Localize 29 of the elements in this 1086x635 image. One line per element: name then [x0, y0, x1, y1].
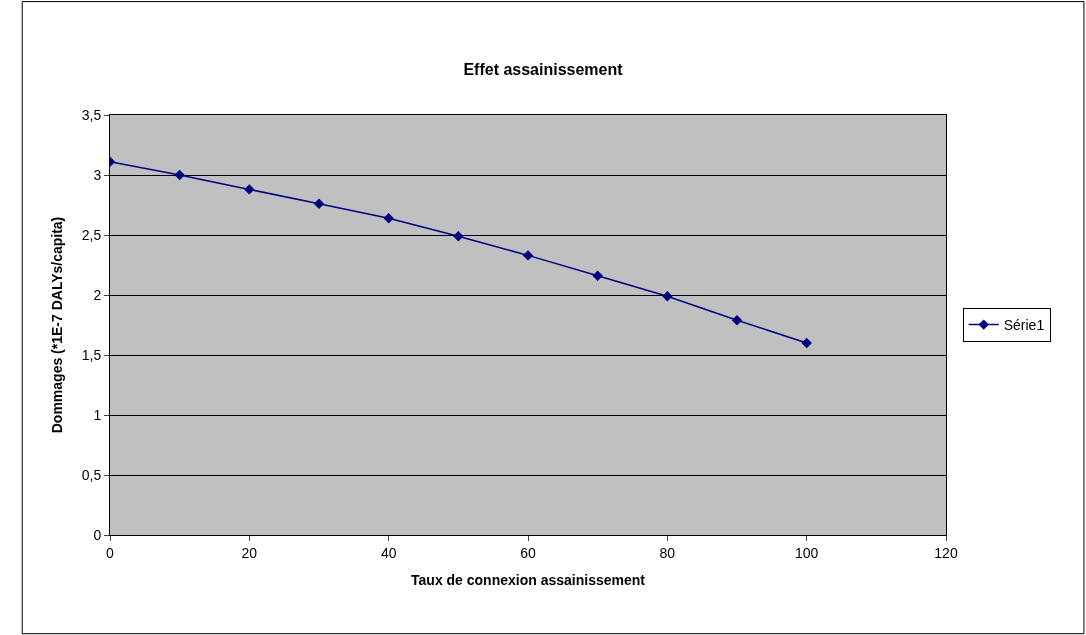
x-tick-label: 80 — [659, 544, 676, 561]
x-axis-title: Taux de connexion assainissement — [411, 572, 646, 589]
y-tick-label: 3 — [93, 166, 102, 183]
y-tick-label: 0 — [93, 526, 102, 543]
point — [801, 337, 812, 349]
x-tick-label: 40 — [380, 544, 397, 561]
y-tick-label: 3,5 — [81, 106, 102, 123]
x-tick-label: 60 — [520, 544, 536, 561]
chart-title: Effet assainissement — [463, 60, 624, 78]
point — [731, 315, 743, 326]
y-tick-label: 1,5 — [81, 346, 102, 363]
point — [662, 291, 673, 302]
legend-label: Série1 — [1003, 317, 1045, 334]
x-tick-label: 20 — [241, 544, 258, 561]
y-tick-label: 1 — [93, 406, 102, 423]
point — [453, 231, 464, 242]
point — [522, 250, 534, 261]
x-tick-label: 120 — [934, 544, 958, 561]
point — [313, 198, 325, 209]
point — [383, 213, 394, 224]
point — [174, 169, 185, 181]
y-tick-label: 2,5 — [81, 226, 102, 243]
y-tick-label: 2 — [93, 286, 102, 303]
x-tick-label: 100 — [794, 544, 819, 561]
y-axis-title: Dommages (*1E-7 DALYs/capita) — [49, 216, 66, 434]
x-tick-label: 0 — [106, 544, 115, 561]
point — [592, 270, 603, 281]
y-tick-label: 0,5 — [81, 466, 102, 483]
point — [244, 184, 255, 195]
